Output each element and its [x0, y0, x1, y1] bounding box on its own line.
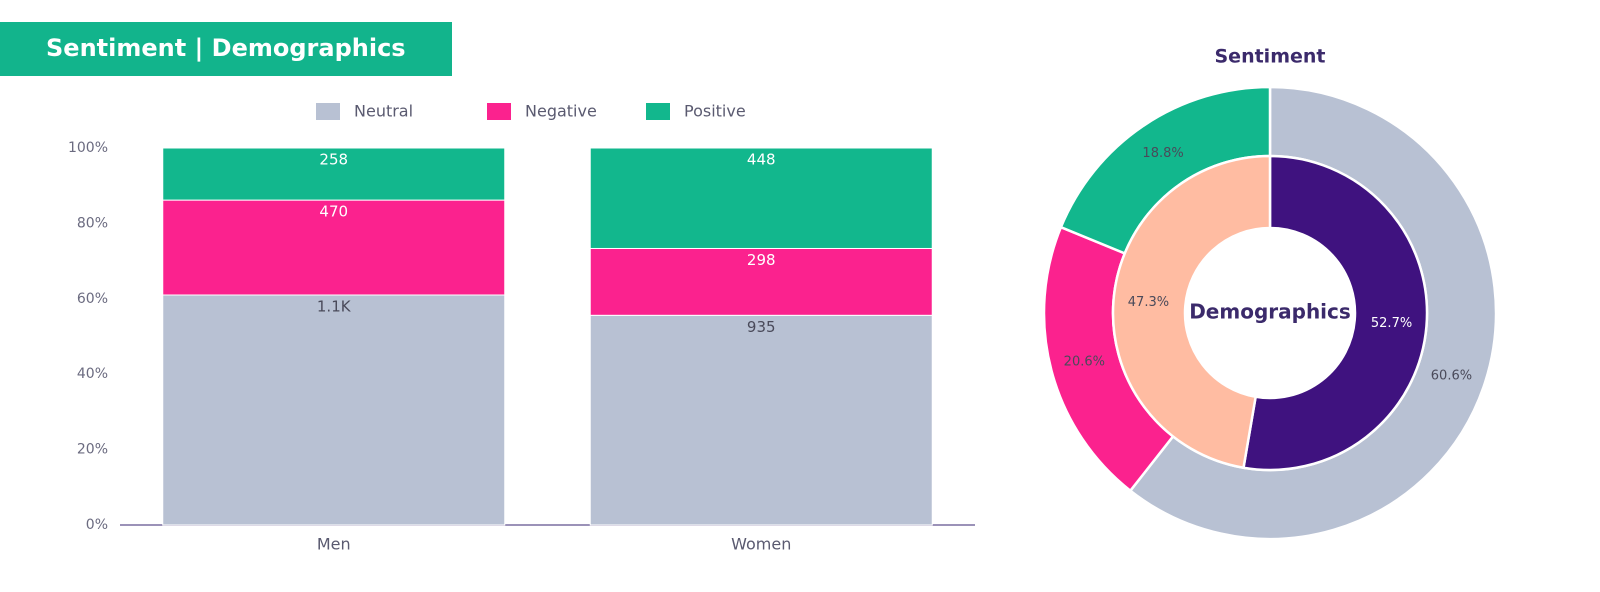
y-tick-label: 80%: [77, 215, 108, 231]
legend-label: Negative: [525, 102, 597, 121]
donut-slice: [1242, 154, 1429, 472]
bar-segment: [589, 147, 933, 249]
legend-swatch: [316, 103, 340, 120]
data-label: 1.1K: [317, 298, 352, 316]
data-label: 448: [747, 151, 776, 169]
slice-label: 60.6%: [1431, 368, 1472, 383]
donut-center-label: Demographics: [1189, 300, 1351, 324]
y-tick-label: 20%: [77, 442, 108, 458]
slice-label: 18.8%: [1142, 146, 1183, 161]
legend-label: Neutral: [354, 102, 413, 121]
data-label: 298: [747, 251, 776, 269]
legend-label: Positive: [684, 102, 746, 121]
data-label: 935: [747, 318, 776, 336]
donut-title: Sentiment: [1215, 46, 1326, 68]
bar-segment: [162, 199, 506, 296]
slice-label: 20.6%: [1064, 354, 1105, 369]
data-label: 258: [319, 151, 348, 169]
legend-swatch: [646, 103, 670, 120]
x-tick-label: Women: [731, 535, 791, 554]
bar-segment: [162, 294, 506, 526]
y-tick-label: 40%: [77, 366, 108, 382]
slice-label: 47.3%: [1128, 295, 1169, 310]
slice-label: 52.7%: [1371, 316, 1412, 331]
legend-swatch: [487, 103, 511, 120]
y-tick-label: 100%: [68, 140, 108, 156]
bar-segment: [589, 314, 933, 526]
bar-segment: [162, 147, 506, 201]
y-tick-label: 60%: [77, 291, 108, 307]
header-banner: [0, 22, 452, 76]
bar-segment: [589, 247, 933, 316]
x-tick-label: Men: [317, 535, 351, 554]
donut-slice: [1111, 154, 1272, 470]
data-label: 470: [319, 203, 348, 221]
y-tick-label: 0%: [86, 517, 108, 533]
header-title: Sentiment | Demographics: [46, 34, 406, 62]
